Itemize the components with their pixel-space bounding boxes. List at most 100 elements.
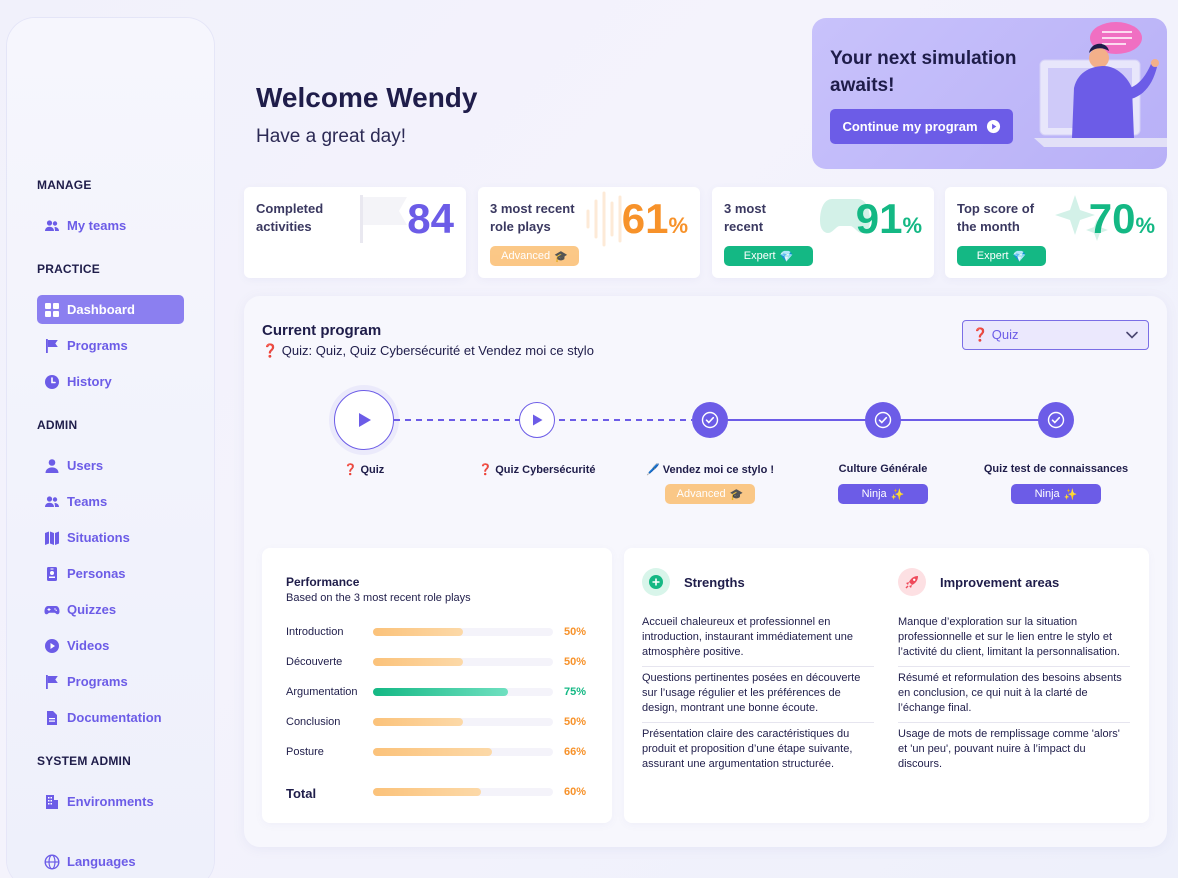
stat-value: 91% [855,195,922,242]
team-icon [45,219,59,231]
stat-card-top-score: Top score of the month 70% Expert 💎 [945,187,1167,278]
strength-item: Présentation claire des caractéristiques… [642,728,853,770]
stat-card-role-plays: 3 most recent role plays 61% Advanced 🎓 [478,187,700,278]
performance-row: Découverte 50% [286,654,586,670]
performance-subtitle: Based on the 3 most recent role plays [286,592,471,604]
level-badge: Expert 💎 [957,246,1046,266]
strengths-header: Strengths [642,568,745,596]
sidebar-item-label: Quizzes [67,602,117,617]
sparkles-icon: ✨ [890,488,905,501]
continue-program-button[interactable]: Continue my program [830,109,1013,144]
step-label: ❓ Quiz [343,464,385,476]
sidebar-item-programs[interactable]: Programs [37,331,184,360]
level-badge: Ninja ✨ [1011,484,1101,504]
program-select[interactable]: ❓ Quiz [962,320,1149,350]
step-quiz-cybersecurite[interactable] [519,402,555,438]
performance-row-value: 50% [563,716,586,728]
sidebar-item-environments[interactable]: Environments [37,787,184,816]
performance-row-value: 66% [563,746,586,758]
performance-progress-fill [373,788,481,796]
sidebar-item-dashboard[interactable]: Dashboard [37,295,184,324]
stat-label: Completed activities [256,201,324,234]
sidebar-item-history[interactable]: History [37,367,184,396]
map-icon [45,531,59,545]
strengths-title: Strengths [684,574,745,590]
step-quiz-test[interactable] [1038,402,1074,438]
step-label: Quiz test de connaissances [983,463,1129,475]
continue-program-label: Continue my program [842,119,978,134]
document-icon [47,710,57,725]
strength-item: Questions pertinentes posées en découver… [642,671,874,723]
graduation-cap-icon: 🎓 [554,250,568,263]
stat-label: 3 most recent role plays [490,201,575,234]
sidebar-item-quizzes[interactable]: Quizzes [37,595,184,624]
sidebar-item-teams[interactable]: Teams [37,487,184,516]
graduation-cap-icon: 🎓 [729,488,744,501]
badge-icon [47,566,57,581]
program-steps: ❓ Quiz ❓ Quiz Cybersécurité 🖊️ Vendez mo… [244,386,1167,516]
performance-row: Introduction 50% [286,624,586,640]
performance-row-label: Argumentation [286,686,358,698]
next-simulation-card: Your next simulation awaits! Continue my… [812,18,1167,169]
section-practice: PRACTICE [37,262,100,276]
sidebar-item-label: Programs [67,674,128,689]
chevron-down-icon [1126,331,1138,339]
sidebar-item-label: Situations [67,530,130,545]
program-select-value: ❓ Quiz [972,327,1019,342]
sidebar-item-label: Programs [67,338,128,353]
performance-row-label: Découverte [286,656,343,668]
gamepad-icon [820,199,870,233]
sidebar-item-label: Environments [67,794,154,809]
step-label: 🖊️ Vendez moi ce stylo ! [645,464,775,476]
globe-icon [44,853,60,870]
sidebar-item-personas[interactable]: Personas [37,559,184,588]
performance-row-label: Posture [286,746,324,758]
program-subtitle: ❓ Quiz: Quiz, Quiz Cybersécurité et Vend… [262,343,594,358]
feedback-card: Strengths Accueil chaleureux et professi… [624,548,1149,823]
performance-row-value: 50% [563,656,586,668]
performance-progress-fill [373,718,463,726]
team-icon [45,495,59,507]
sidebar-item-label: Documentation [67,710,162,725]
sidebar-item-users[interactable]: Users [37,451,184,480]
flag-icon [360,195,407,243]
step-vendez-moi-ce-stylo[interactable] [692,402,728,438]
stat-card-quizzes: 3 most recent quizzes 91% Expert💎 [712,187,934,278]
welcome-title: Welcome Wendy [256,82,478,113]
performance-row-value: 60% [563,786,586,798]
program-title: Current program [262,322,382,339]
performance-row-label: Introduction [286,626,344,638]
sidebar-item-languages[interactable]: Languages [37,847,184,876]
sidebar-item-videos[interactable]: Videos [37,631,184,660]
play-icon [533,414,543,426]
check-icon [874,411,892,429]
step-culture-generale[interactable] [865,402,901,438]
performance-progress-bar [373,718,553,726]
level-badge: Ninja ✨ [838,484,928,504]
sidebar: MANAGE My teams PRACTICE Dashboard Progr… [7,18,214,878]
app-logo-icon[interactable] [81,78,141,120]
sidebar-item-my-teams[interactable]: My teams [37,211,184,240]
sidebar-item-label: Videos [67,638,110,653]
flag-icon [46,674,58,689]
stat-value: 61% [621,195,688,242]
presenter-illustration-icon [1034,22,1167,147]
performance-progress-fill [373,658,463,666]
gamepad-icon [44,605,60,614]
performance-row-label: Conclusion [286,716,341,728]
performance-row-value: 75% [563,686,586,698]
sidebar-item-programs-admin[interactable]: Programs [37,667,184,696]
improvement-item: Usage de mots de remplissage comme 'alor… [898,728,1120,770]
step-label: Culture Générale [838,463,928,475]
performance-card: Performance Based on the 3 most recent r… [262,548,612,823]
sidebar-item-documentation[interactable]: Documentation [37,703,184,732]
dashboard-icon [45,302,59,317]
improvements-list: Manque d’exploration sur la situation pr… [898,615,1130,782]
step-quiz[interactable] [334,390,394,450]
check-icon [701,411,719,429]
strengths-list: Accueil chaleureux et professionnel en i… [642,615,874,782]
plus-circle-icon [642,568,670,596]
sound-wave-icon [586,191,630,247]
improvement-item: Manque d’exploration sur la situation pr… [898,615,1130,667]
sidebar-item-situations[interactable]: Situations [37,523,184,552]
